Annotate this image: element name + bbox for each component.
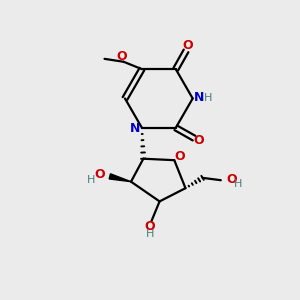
Text: O: O — [174, 150, 185, 163]
Text: H: H — [87, 175, 96, 185]
Text: O: O — [182, 39, 193, 52]
Text: O: O — [145, 220, 155, 233]
Text: O: O — [226, 172, 237, 185]
Text: H: H — [234, 179, 242, 189]
Text: O: O — [94, 168, 104, 182]
Polygon shape — [109, 174, 131, 182]
Text: O: O — [194, 134, 204, 147]
Text: H: H — [204, 93, 212, 103]
Text: O: O — [117, 50, 128, 63]
Text: N: N — [194, 91, 205, 104]
Text: H: H — [146, 229, 154, 239]
Text: N: N — [130, 122, 140, 135]
